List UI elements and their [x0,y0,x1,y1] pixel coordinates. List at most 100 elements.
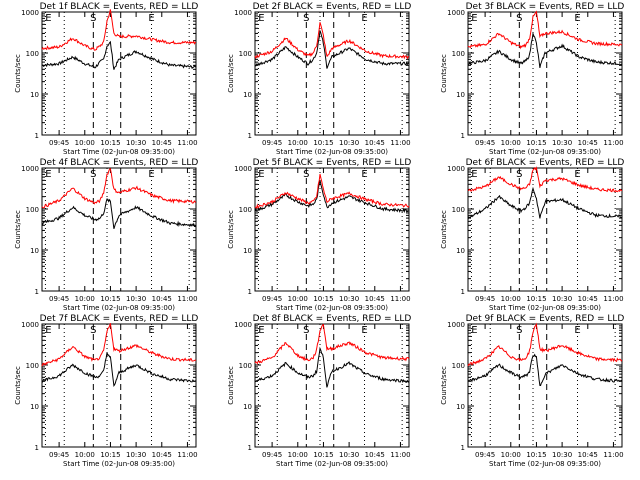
y-tick-label: 1 [248,288,252,296]
x-tick-label: 09:45 [262,139,282,147]
x-tick-label: 10:00 [75,139,95,147]
x-tick-label: 11:00 [603,295,623,303]
y-axis-label: Counts/sec [14,54,22,93]
x-tick-label: 09:45 [262,451,282,459]
lld-series-line [467,10,623,50]
chart-panel-8: Det 8f BLACK = Events, RED = LLD 1 10 100 10… [227,314,411,468]
x-axis-label: Start Time (02-Jun-08 09:35:00) [63,460,175,468]
x-tick-label: 09:45 [262,295,282,303]
lld-series-line [254,173,410,209]
y-tick-label: 1 [35,132,39,140]
y-tick-label: 1000 [21,165,39,173]
end-marker-label: E [574,325,580,336]
end-marker-label: E [258,13,264,24]
y-tick-label: 1000 [21,9,39,17]
y-tick-label: 10 [30,247,39,255]
y-axis-label: Counts/sec [440,210,448,249]
x-tick-label: 10:00 [501,451,521,459]
x-tick-label: 11:00 [390,295,410,303]
chart-panel-5: Det 5f BLACK = Events, RED = LLD 1 10 100 10… [227,158,411,312]
end-marker-label: E [361,13,367,24]
x-tick-label: 09:45 [475,451,495,459]
events-series-line [467,31,623,68]
end-marker-label: E [258,325,264,336]
y-tick-label: 100 [239,362,252,370]
end-marker-label: E [471,13,477,24]
x-tick-label: 10:45 [152,295,172,303]
x-tick-label: 10:45 [365,451,385,459]
y-tick-label: 10 [243,247,252,255]
y-tick-label: 10 [456,91,465,99]
start-marker-label: S [303,13,309,24]
chart-panel-3: Det 3f BLACK = Events, RED = LLD 1 10 100 10… [440,2,624,156]
x-tick-label: 10:00 [75,295,95,303]
x-tick-label: 11:00 [390,451,410,459]
plot-frame [41,323,197,448]
y-tick-label: 10 [30,91,39,99]
y-tick-label: 10 [456,247,465,255]
x-axis-label: Start Time (02-Jun-08 09:35:00) [63,304,175,312]
x-tick-label: 10:00 [288,295,308,303]
x-tick-label: 10:45 [365,139,385,147]
chart-panel-2: Det 2f BLACK = Events, RED = LLD 1 10 100 10… [227,2,411,156]
plot-frame [254,11,410,136]
end-marker-label: E [258,169,264,180]
x-tick-label: 10:15 [526,295,546,303]
y-tick-label: 10 [456,403,465,411]
lld-series-line [254,22,410,60]
plot-frame [254,323,410,448]
lld-series-line [41,323,197,367]
y-tick-label: 100 [239,206,252,214]
y-tick-label: 1 [461,288,465,296]
x-tick-label: 10:45 [365,295,385,303]
y-tick-label: 1000 [447,9,465,17]
x-tick-label: 10:45 [578,139,598,147]
chart-title: Det 6f BLACK = Events, RED = LLD [466,158,625,168]
x-tick-label: 11:00 [177,295,197,303]
y-tick-label: 10 [243,403,252,411]
y-tick-label: 1 [35,288,39,296]
x-tick-label: 10:30 [339,139,359,147]
start-marker-label: S [303,325,309,336]
y-tick-label: 100 [452,50,465,58]
chart-title: Det 9f BLACK = Events, RED = LLD [466,314,625,324]
x-tick-label: 10:00 [501,139,521,147]
x-tick-label: 10:45 [152,139,172,147]
plot-frame [467,323,623,448]
lld-series-line [254,323,410,365]
chart-title: Det 2f BLACK = Events, RED = LLD [253,2,412,12]
y-tick-label: 1 [248,444,252,452]
end-marker-label: E [361,325,367,336]
x-tick-label: 10:30 [126,451,146,459]
y-tick-label: 100 [26,206,39,214]
chart-title: Det 3f BLACK = Events, RED = LLD [466,2,625,12]
chart-panel-6: Det 6f BLACK = Events, RED = LLD 1 10 100 10… [440,158,624,312]
y-tick-label: 100 [26,50,39,58]
y-tick-label: 1000 [234,9,252,17]
x-tick-label: 10:00 [75,451,95,459]
chart-panel-1: Det 1f BLACK = Events, RED = LLD 1 10 100 10… [14,2,198,156]
chart-panel-7: Det 7f BLACK = Events, RED = LLD 1 10 100 10… [14,314,198,468]
x-tick-label: 10:30 [552,451,572,459]
end-marker-label: E [45,325,51,336]
y-axis-label: Counts/sec [14,210,22,249]
y-axis-label: Counts/sec [227,366,235,405]
x-tick-label: 10:30 [339,295,359,303]
end-marker-label: E [574,169,580,180]
end-marker-label: E [45,13,51,24]
x-tick-label: 10:30 [126,295,146,303]
events-series-line [41,198,197,229]
y-axis-label: Counts/sec [227,210,235,249]
x-tick-label: 11:00 [177,451,197,459]
x-tick-label: 10:15 [313,139,333,147]
x-axis-label: Start Time (02-Jun-08 09:35:00) [63,148,175,156]
x-axis-label: Start Time (02-Jun-08 09:35:00) [489,148,601,156]
x-axis-label: Start Time (02-Jun-08 09:35:00) [276,460,388,468]
y-tick-label: 100 [452,362,465,370]
x-tick-label: 10:15 [100,451,120,459]
events-series-line [254,346,410,388]
x-tick-label: 10:15 [526,139,546,147]
x-tick-label: 10:15 [526,451,546,459]
y-tick-label: 100 [452,206,465,214]
x-tick-label: 10:45 [152,451,172,459]
